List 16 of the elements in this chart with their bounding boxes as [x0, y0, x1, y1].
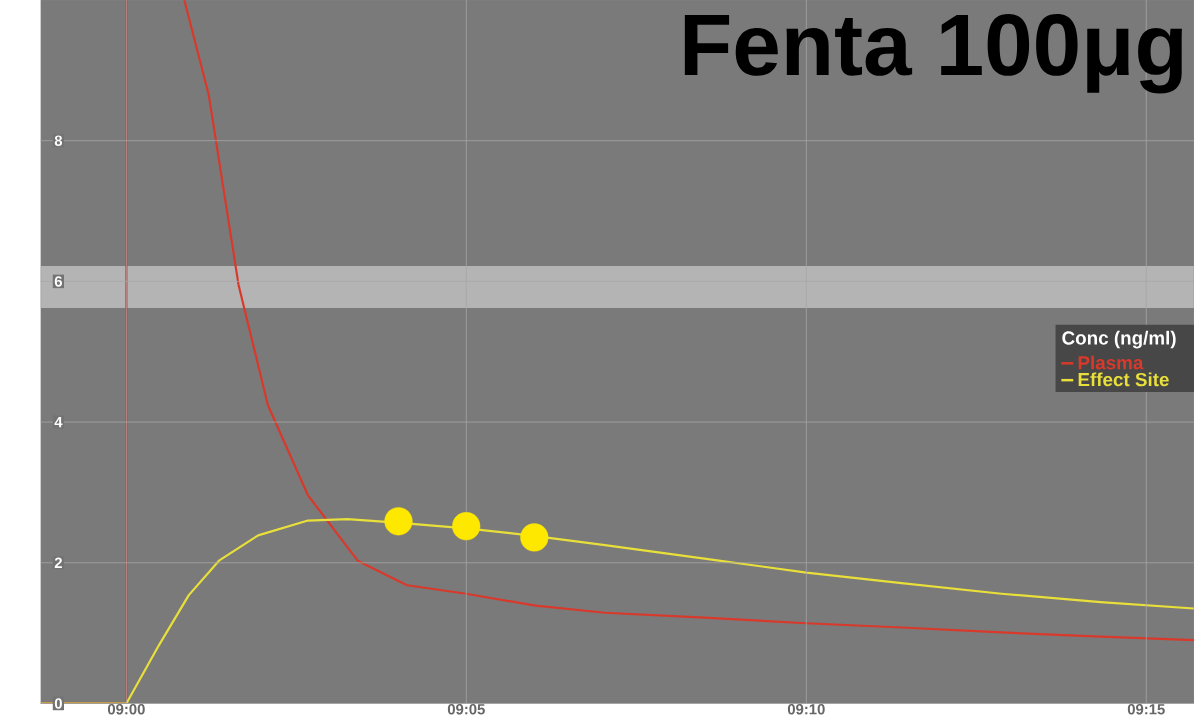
legend-label: Effect Site: [1078, 372, 1169, 387]
legend-label: Plasma: [1078, 355, 1144, 370]
point: [384, 507, 413, 536]
y-tick-label: 4: [54, 416, 63, 428]
y-tick-label: 0: [54, 698, 62, 709]
point: [452, 512, 481, 541]
x-tick-label: 09:05: [447, 703, 485, 715]
x-tick-label: 09:10: [787, 703, 825, 715]
y-tick-label: 6: [54, 276, 62, 287]
y-tick-label: 8: [54, 135, 63, 146]
chart-title: Fenta 100μg: [684, 13, 1182, 94]
point: [520, 523, 549, 552]
y-tick-label: 2: [54, 557, 62, 568]
x-tick-label: 09:15: [1127, 703, 1165, 715]
x-tick-label: 09:00: [107, 703, 145, 715]
legend-title: Conc (ng/ml): [1062, 330, 1176, 349]
